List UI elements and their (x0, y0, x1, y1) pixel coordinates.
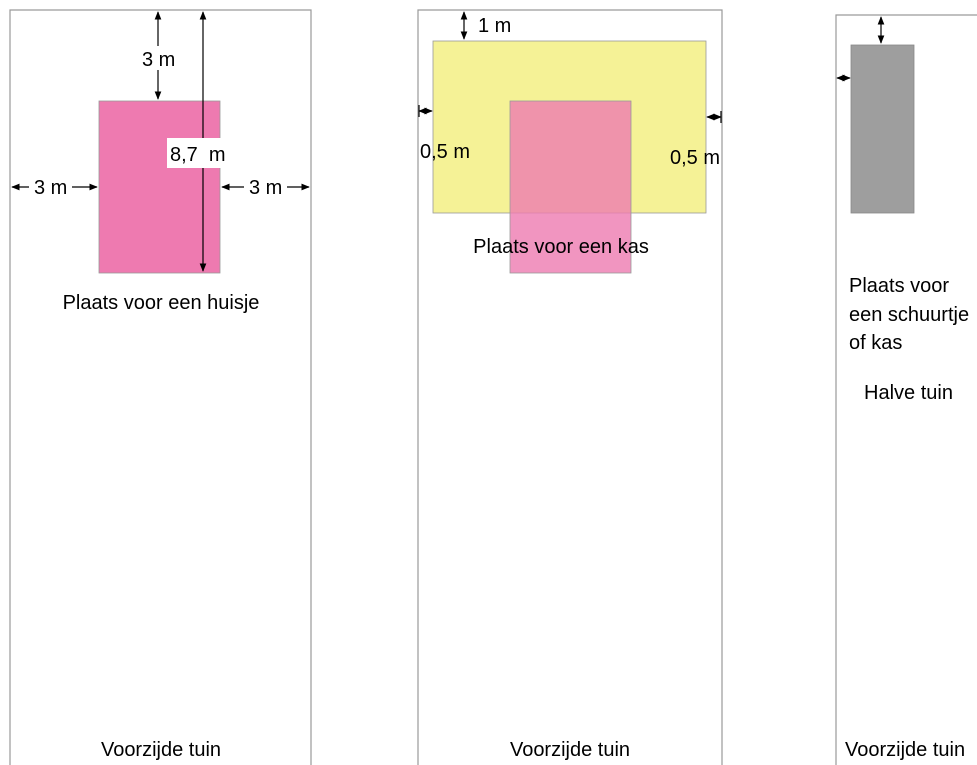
right-distance-label-2: 0,5 m (670, 147, 720, 169)
plot-3: Plaats voor een schuurtje of kas Halve t… (835, 14, 977, 765)
half-garden-label: Halve tuin (864, 382, 953, 404)
shed-caption-line-1: Plaats voor (849, 275, 949, 297)
top-distance-label-2: 1 m (478, 15, 511, 37)
plot-2-outline (417, 9, 723, 765)
house-caption: Plaats voor een huisje (63, 292, 260, 314)
plot-1: 3 m 8,7 m 3 m 3 m Plaats voor een huisje… (9, 9, 312, 765)
plot-3-outline (835, 14, 977, 765)
front-label-3: Voorzijde tuin (845, 739, 965, 761)
front-label-1: Voorzijde tuin (101, 739, 221, 761)
plot-2: 1 m 0,5 m 0,5 m Plaats voor een kas Voor… (417, 9, 723, 765)
front-label-2: Voorzijde tuin (510, 739, 630, 761)
house-length-label: 8,7 m (170, 144, 226, 166)
right-distance-label: 3 m (249, 177, 282, 199)
shed-caption-line-3: of kas (849, 332, 902, 354)
top-distance-bg (135, 46, 181, 70)
left-distance-label-2: 0,5 m (420, 141, 470, 163)
top-distance-label: 3 m (142, 49, 175, 71)
house-area (98, 100, 221, 274)
greenhouse-caption: Plaats voor een kas (473, 236, 649, 258)
plot-1-outline (9, 9, 312, 765)
house-length-bg (167, 138, 235, 168)
shed-area (850, 44, 915, 214)
greenhouse-area (509, 100, 632, 274)
left-distance-label: 3 m (34, 177, 67, 199)
shed-caption-line-2: een schuurtje (849, 304, 969, 326)
